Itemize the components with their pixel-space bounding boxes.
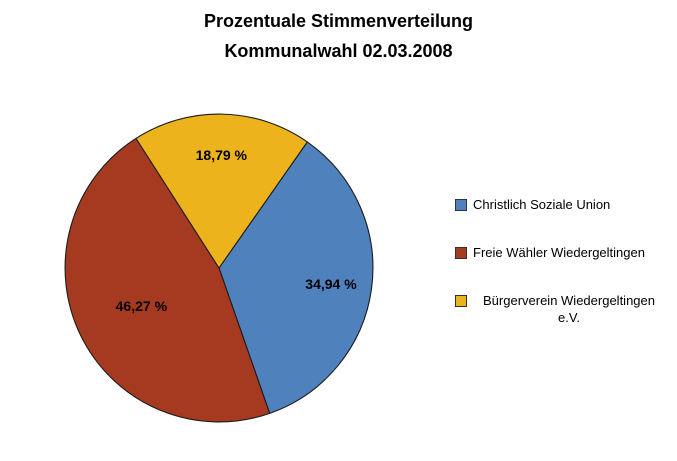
legend-label: Bürgerverein Wiedergeltingen e.V.: [483, 293, 655, 325]
pie-slice-1: [64, 137, 271, 423]
chart-title-line1: Prozentuale Stimmenverteilung: [203, 11, 474, 31]
legend-label: Freie Wähler Wiedergeltingen: [473, 245, 645, 260]
chart-title: Prozentuale Stimmenverteilung Kommunalwa…: [0, 6, 677, 66]
legend-item: Freie Wähler Wiedergeltingen: [455, 244, 665, 261]
pie-svg: [64, 113, 374, 423]
pie-slice-2: [135, 113, 308, 269]
legend-label: Christlich Soziale Union: [473, 197, 611, 212]
legend: Christlich Soziale Union Freie Wähler Wi…: [455, 196, 665, 326]
legend-item: Bürgerverein Wiedergeltingen e.V.: [455, 292, 665, 326]
legend-swatch: [455, 199, 467, 211]
chart-title-line2: Kommunalwahl 02.03.2008: [224, 41, 453, 61]
pie-slice-0: [218, 141, 374, 414]
legend-item: Christlich Soziale Union: [455, 196, 665, 213]
pie-chart: 34,94 % 46,27 % 18,79 %: [62, 111, 376, 425]
legend-swatch: [455, 247, 467, 259]
legend-swatch: [455, 295, 467, 307]
